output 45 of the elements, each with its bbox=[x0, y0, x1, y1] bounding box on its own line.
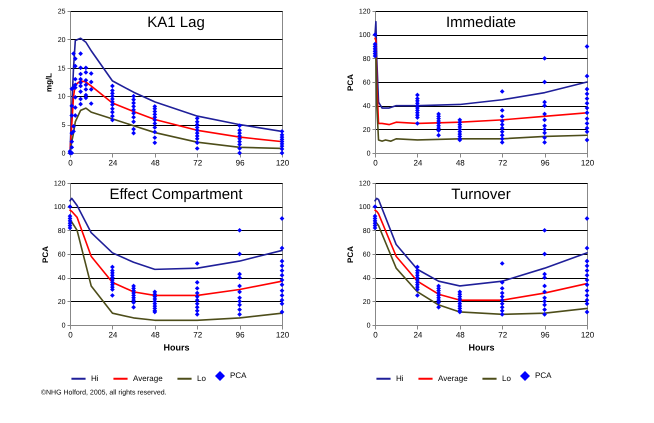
legend-label: Hi bbox=[91, 374, 99, 383]
x-tick-label: 24 bbox=[108, 158, 118, 168]
legend-label: Average bbox=[438, 374, 468, 383]
x-tick-label: 0 bbox=[68, 158, 74, 168]
x-tick-label: 48 bbox=[456, 330, 466, 340]
chart-title: Immediate bbox=[446, 14, 516, 31]
x-tick-label: 0 bbox=[373, 330, 378, 340]
x-tick-label: 120 bbox=[580, 158, 595, 168]
legend-label: Hi bbox=[396, 374, 404, 383]
chart-title: KA1 Lag bbox=[147, 14, 205, 31]
x-tick-label: 24 bbox=[413, 158, 423, 168]
x-tick-label: 24 bbox=[413, 330, 423, 340]
y-axis-title: mg/L bbox=[44, 72, 54, 92]
x-tick-label: 24 bbox=[108, 330, 118, 340]
chart-title: Effect Compartment bbox=[109, 186, 244, 203]
line-series bbox=[374, 198, 588, 287]
x-tick-label: 0 bbox=[68, 330, 74, 340]
x-tick-label: 48 bbox=[150, 330, 160, 340]
x-tick-label: 96 bbox=[540, 330, 550, 340]
x-tick-label: 48 bbox=[456, 158, 466, 168]
legend-label: PCA bbox=[230, 371, 248, 380]
x-tick-label: 72 bbox=[498, 158, 508, 168]
x-tick-label: 72 bbox=[193, 330, 203, 340]
line-series bbox=[374, 37, 588, 126]
x-tick-label: 48 bbox=[150, 158, 160, 168]
legend-label: Average bbox=[133, 374, 164, 383]
x-tick-label: 0 bbox=[373, 158, 378, 168]
chart-title: Turnover bbox=[451, 186, 511, 203]
x-tick-label: 96 bbox=[236, 158, 246, 168]
line-series bbox=[374, 209, 588, 301]
x-tick-label: 120 bbox=[276, 158, 290, 168]
x-tick-label: 72 bbox=[193, 158, 203, 168]
legend-label: Lo bbox=[502, 374, 512, 383]
x-tick-label: 96 bbox=[236, 330, 246, 340]
legend-label: Lo bbox=[197, 374, 206, 383]
x-tick-label: 120 bbox=[580, 330, 595, 340]
x-axis-title: Hours bbox=[468, 342, 495, 352]
x-tick-label: 72 bbox=[498, 330, 508, 340]
x-axis-title: Hours bbox=[163, 342, 190, 352]
x-tick-label: 96 bbox=[540, 158, 550, 168]
legend-label: PCA bbox=[535, 371, 552, 380]
y-axis-title: PCA bbox=[346, 74, 355, 91]
y-axis-title: PCA bbox=[346, 246, 355, 263]
x-tick-label: 120 bbox=[276, 330, 290, 340]
y-axis-title: PCA bbox=[40, 246, 50, 263]
